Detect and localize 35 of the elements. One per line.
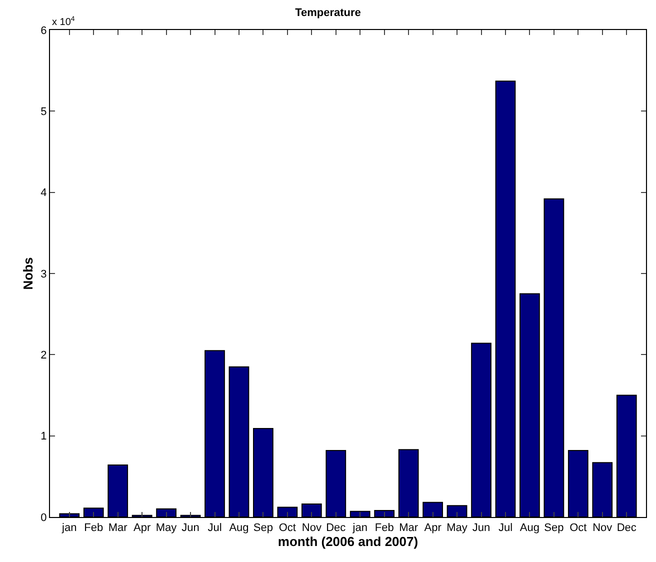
x-tick-label: Mar	[108, 522, 128, 534]
y-tick-label: 2	[40, 350, 47, 362]
x-tick-label: May	[446, 522, 468, 534]
x-tick-label: Aug	[520, 522, 540, 534]
x-tick-label: Jul	[208, 522, 222, 534]
x-tick-label: Jun	[182, 522, 200, 534]
y-tick-label: 3	[40, 268, 47, 280]
x-tick-label: Nov	[302, 522, 322, 534]
y-tick-label: 0	[40, 512, 47, 524]
x-tick-label: Sep	[544, 522, 564, 534]
y-tick-label: 4	[40, 187, 47, 200]
y-tick-label: 5	[40, 106, 47, 118]
x-tick-label: Mar	[399, 522, 418, 534]
x-tick-label: Jun	[472, 522, 490, 534]
text: x 10$^{4}$	[52, 16, 75, 28]
x-axis-title: month (2006 and 2007)	[278, 534, 418, 550]
x-tick-label: jan	[61, 522, 77, 534]
y-tick-label: 6	[40, 24, 47, 37]
x-tick-label: Feb	[84, 522, 104, 534]
y-tick-label: 1	[40, 430, 47, 443]
y-axis-title: Nobs	[20, 257, 36, 290]
x-tick-label: Nov	[592, 522, 613, 534]
x-tick-label: Oct	[570, 522, 587, 534]
x-tick-label: Sep	[253, 522, 273, 534]
x-tick-label: jan	[352, 522, 368, 534]
x-tick-label: May	[156, 522, 178, 534]
x-tick-label: Dec	[616, 522, 637, 534]
x-tick-label: Dec	[326, 522, 346, 534]
x-tick-label: Aug	[229, 522, 249, 534]
x-tick-label: Feb	[374, 522, 394, 534]
x-tick-label: Apr	[134, 522, 151, 534]
x-tick-label: Oct	[278, 522, 296, 534]
x-tick-label: Apr	[424, 522, 442, 534]
chart-title: Temperature	[295, 7, 361, 20]
x-tick-label: Jul	[498, 522, 513, 534]
